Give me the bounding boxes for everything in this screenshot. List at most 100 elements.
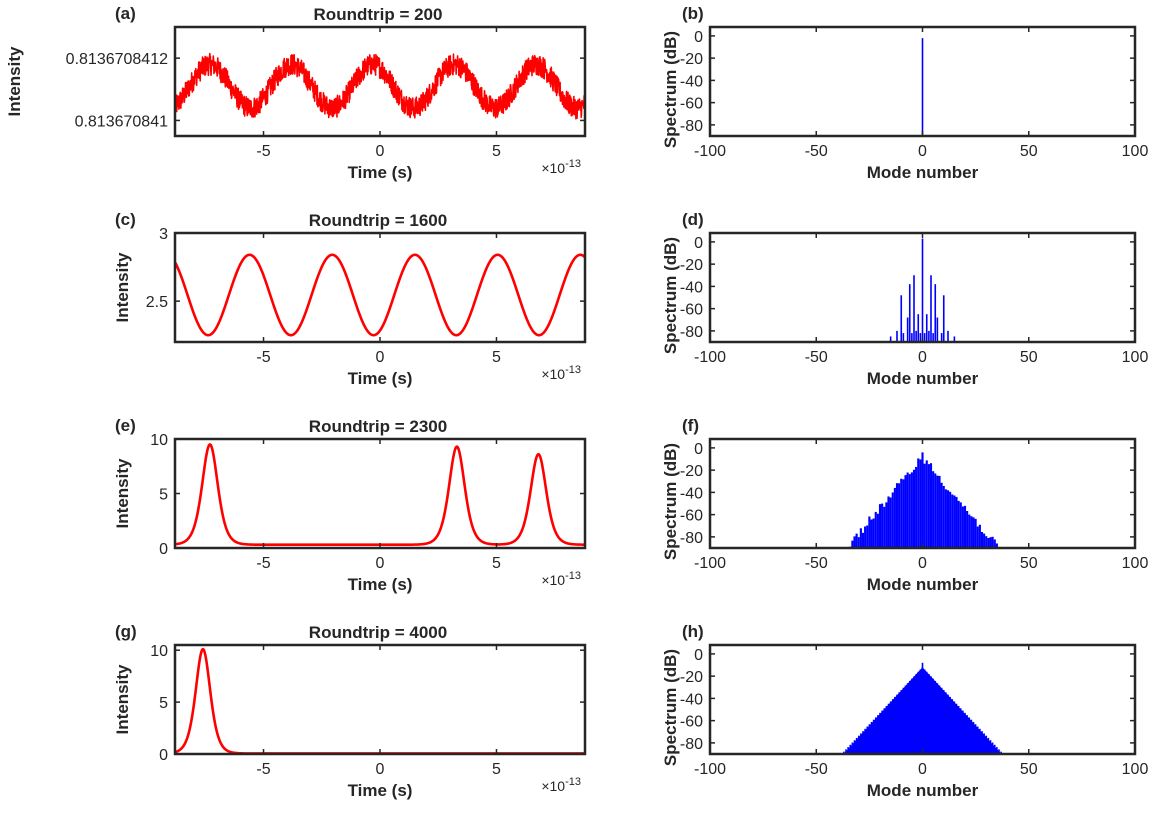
spectral-line xyxy=(906,683,909,754)
spectral-line xyxy=(936,683,939,754)
spectral-line xyxy=(876,513,879,548)
spectral-line xyxy=(987,537,990,548)
spectral-line xyxy=(985,536,988,548)
panel-a: -5 0 5 0.813670841 0.8136708412 Time (s) ×10-1… xyxy=(5,4,587,182)
axes-frame xyxy=(173,643,587,756)
spectral-line xyxy=(908,284,911,342)
x-axis-label: Time (s) xyxy=(348,369,413,388)
y-tick-label: 0 xyxy=(159,541,168,558)
y-tick-label: 5 xyxy=(159,487,168,504)
spectral-line xyxy=(949,696,951,754)
y-tick-label: -80 xyxy=(680,530,703,547)
x-tick-label: 100 xyxy=(1122,761,1149,778)
x-exponent: ×10-13 xyxy=(541,364,581,382)
spectral-line xyxy=(932,678,934,754)
spectral-line xyxy=(944,489,947,548)
spectral-line xyxy=(910,472,913,548)
spectral-line xyxy=(966,715,968,754)
y-tick-label: 10 xyxy=(150,432,168,449)
spectral-line xyxy=(953,701,956,754)
spectral-line xyxy=(932,471,935,548)
plot-area xyxy=(175,253,585,337)
spectral-line xyxy=(991,536,994,548)
y-axis-label: Spectrum (dB) xyxy=(661,443,680,560)
plot-area xyxy=(175,52,585,120)
chart-title: Roundtrip = 200 xyxy=(314,5,443,24)
spectral-line xyxy=(929,463,933,548)
spectral-line xyxy=(891,492,894,548)
spectral-line xyxy=(998,749,1000,754)
y-tick-label: -40 xyxy=(680,73,703,90)
spectral-line xyxy=(860,733,862,754)
x-tick-label: 100 xyxy=(1122,349,1149,366)
spectral-line xyxy=(970,516,973,548)
x-tick-label: -5 xyxy=(256,761,270,778)
x-tick-label: 50 xyxy=(1020,555,1038,572)
panel-h: -100 -50 0 50 100 0 -20 -40 -60 -80 Mode number Spe… xyxy=(661,622,1148,800)
x-tick-label: 50 xyxy=(1020,143,1038,160)
panel-b: -100 -50 0 50 100 0 -20 -40 -60 -80 Mode number Spe… xyxy=(661,4,1148,182)
x-exponent: ×10-13 xyxy=(541,776,581,794)
y-tick-label: -20 xyxy=(680,257,703,274)
spectral-line xyxy=(957,706,960,754)
series-line xyxy=(175,253,585,337)
spectral-line xyxy=(921,238,924,342)
spectral-line xyxy=(887,496,890,548)
y-tick-label: 0 xyxy=(159,747,168,764)
spectral-line xyxy=(866,726,869,754)
spectral-line xyxy=(879,712,881,754)
spectral-line xyxy=(974,518,977,548)
spectral-line xyxy=(853,740,856,754)
x-tick-label: 0 xyxy=(918,761,927,778)
plot-area xyxy=(175,443,585,547)
chart-title: Roundtrip = 2300 xyxy=(309,417,447,436)
y-tick-label: -60 xyxy=(680,508,703,525)
spectral-line xyxy=(893,487,896,548)
spectral-line xyxy=(953,336,956,342)
spectral-line xyxy=(915,674,917,754)
x-tick-label: 0 xyxy=(918,349,927,366)
y-tick-label: 10 xyxy=(150,643,168,660)
y-tick-label: -20 xyxy=(680,669,703,686)
spectral-line xyxy=(936,475,939,548)
y-tick-label: -40 xyxy=(680,691,703,708)
spectral-line xyxy=(915,330,917,342)
y-tick-label: 0.8136708412 xyxy=(66,51,168,68)
spectral-line xyxy=(919,333,922,342)
spectral-line xyxy=(962,710,964,754)
y-tick-label: 3 xyxy=(159,226,168,243)
spectral-line xyxy=(906,317,909,342)
plot-area xyxy=(840,662,1005,754)
spectral-line xyxy=(898,483,901,548)
spectral-line xyxy=(906,472,909,548)
spectral-line xyxy=(900,295,903,342)
x-tick-label: -100 xyxy=(694,555,726,572)
spectral-line xyxy=(936,317,939,342)
spectral-line xyxy=(968,717,971,754)
y-tick-label: -40 xyxy=(680,279,703,296)
y-tick-label: 0 xyxy=(694,235,703,252)
x-axis-label: Mode number xyxy=(867,163,979,182)
x-axis-label: Time (s) xyxy=(348,781,413,800)
spectral-line xyxy=(974,724,977,754)
y-axis-label: Intensity xyxy=(113,458,132,528)
spectral-line xyxy=(923,333,926,342)
spectral-line xyxy=(912,469,916,548)
center-spike xyxy=(921,662,924,754)
y-tick-label: 0 xyxy=(694,647,703,664)
spectral-line xyxy=(951,494,954,548)
y-tick-label: -80 xyxy=(680,324,703,341)
spectral-line xyxy=(862,731,864,754)
spectral-line xyxy=(891,699,894,754)
x-tick-label: -100 xyxy=(694,349,726,366)
spectral-line xyxy=(917,671,920,754)
panel-label: (g) xyxy=(115,622,137,641)
spectral-line xyxy=(921,452,924,548)
spectral-line xyxy=(993,744,996,754)
series-line xyxy=(175,52,585,120)
spectral-line xyxy=(970,719,973,754)
spectral-line xyxy=(904,685,907,754)
spectral-line xyxy=(961,506,964,548)
spectral-line xyxy=(955,703,958,754)
spectral-line xyxy=(991,742,994,754)
